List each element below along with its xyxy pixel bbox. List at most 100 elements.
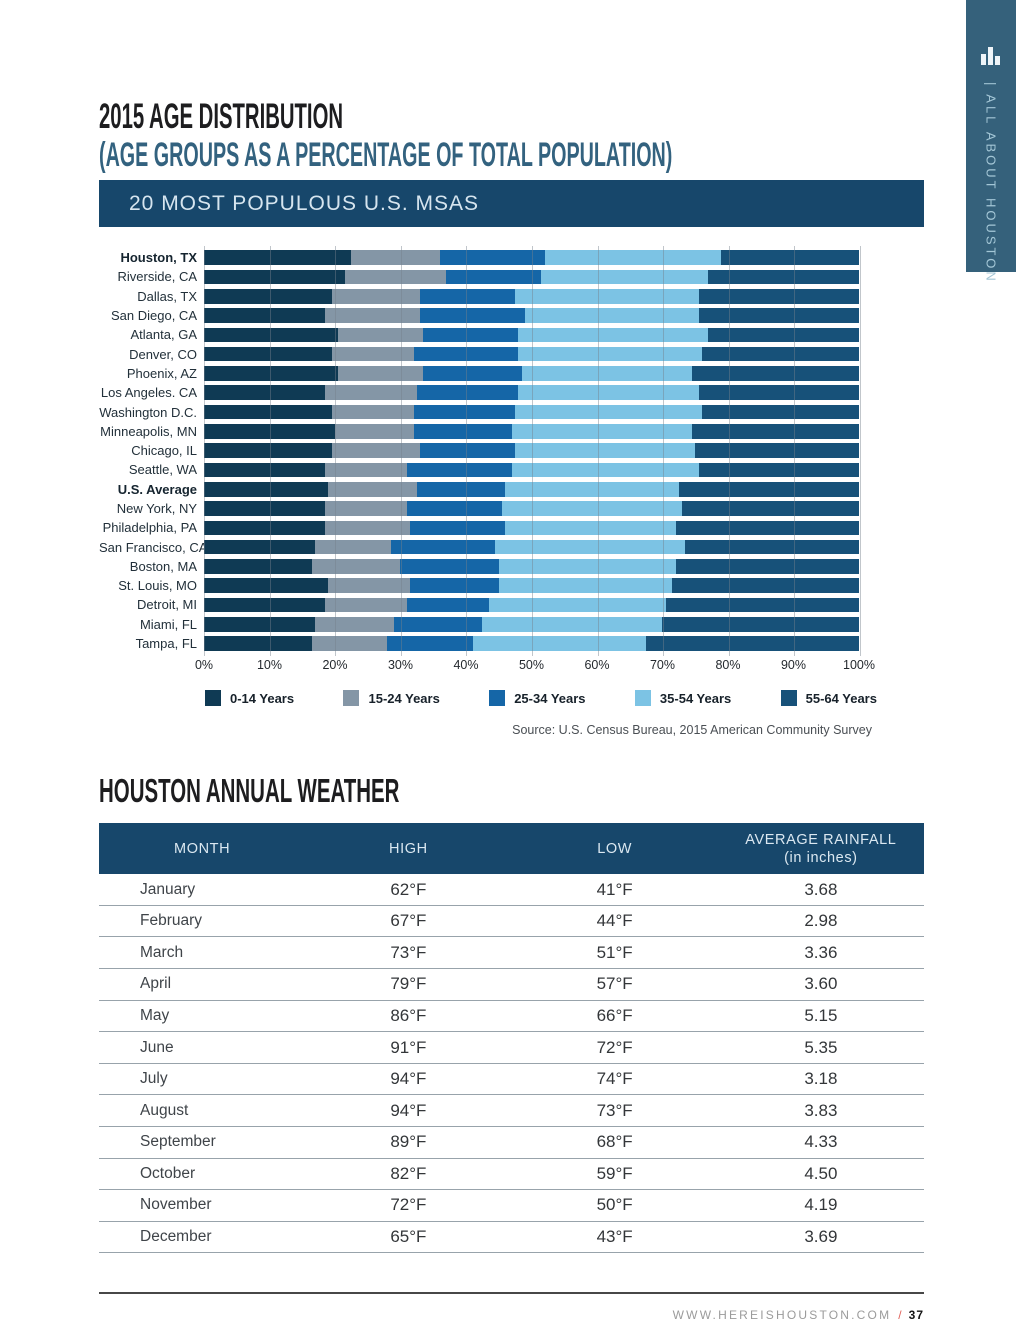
bar-segment <box>204 559 313 574</box>
x-tick-label: 40% <box>453 658 479 673</box>
chart-category-label: San Diego, CA <box>111 308 197 324</box>
bar-segment <box>518 385 699 401</box>
bar-segment <box>721 250 859 265</box>
chart-category-label: Boston, MA <box>129 558 197 574</box>
bar-segment <box>541 269 709 285</box>
rainfall-cell: 3.68 <box>717 874 924 906</box>
low-cell: 57°F <box>511 968 718 1001</box>
month-cell: February <box>99 905 306 938</box>
bar-segment <box>515 404 702 420</box>
bar-segment <box>328 578 411 593</box>
rainfall-cell: 3.83 <box>717 1094 924 1127</box>
bar-segment <box>698 462 859 478</box>
bar-segment <box>502 501 683 516</box>
legend-item: 55-64 Years <box>780 690 877 707</box>
page-title: 2015 AGE DISTRIBUTION (AGE GROUPS AS A P… <box>99 0 673 175</box>
high-cell: 86°F <box>305 1000 512 1033</box>
legend-label: 55-64 Years <box>805 690 877 706</box>
bar-segment <box>393 616 483 632</box>
stacked-bar <box>204 616 859 632</box>
stacked-bar <box>204 539 859 555</box>
weather-row: March 73°F 51°F 3.36 <box>99 936 924 970</box>
stacked-bar <box>204 288 859 304</box>
rainfall-cell: 3.36 <box>717 936 924 970</box>
legend-label: 15-24 Years <box>368 690 440 706</box>
stacked-bar <box>204 520 859 536</box>
stacked-bar <box>204 308 859 323</box>
chart-category-label: Miami, FL <box>139 616 197 632</box>
chart-legend: 0-14 Years 15-24 Years 25-34 Years 35-54 Ye… <box>205 690 877 707</box>
chart-category-label: Denver, CO <box>129 346 197 362</box>
chart-category-label: New York, NY <box>116 501 197 516</box>
bar-segment <box>315 616 394 632</box>
chart-row: New York, NY <box>99 499 924 518</box>
weather-header-row: MONTH HIGH LOW AVERAGE RAINFALL (in inches) <box>99 823 924 875</box>
bar-segment <box>413 346 519 362</box>
bar-segment <box>691 424 859 439</box>
bar-segment <box>416 385 519 401</box>
bar-segment <box>204 462 326 478</box>
bar-segment <box>204 616 316 632</box>
bar-segment <box>708 269 859 285</box>
bar-segment <box>204 269 345 285</box>
chart-category-label: Tampa, FL <box>135 636 197 652</box>
bar-segment <box>204 501 326 516</box>
page-title-line2: (AGE GROUPS AS A PERCENTAGE OF TOTAL POP… <box>99 136 673 174</box>
bar-segment <box>698 288 859 304</box>
bar-segment <box>682 501 859 516</box>
x-tick-label: 20% <box>322 658 348 673</box>
chart-row: Riverside, CA <box>99 267 924 286</box>
bar-segment <box>351 250 440 265</box>
legend-swatch <box>634 690 651 707</box>
weather-row: January 62°F 41°F 3.68 <box>99 874 924 906</box>
chart-category-label: Los Angeles. CA <box>100 385 197 401</box>
low-cell: 44°F <box>511 905 718 938</box>
bar-chart-icon <box>981 47 1000 65</box>
bar-segment <box>331 443 421 458</box>
month-cell: September <box>99 1126 306 1159</box>
bar-segment <box>331 404 414 420</box>
footer-url: WWW.HEREISHOUSTON.COM <box>672 1308 892 1323</box>
month-cell: January <box>99 874 306 906</box>
low-cell: 73°F <box>511 1094 718 1127</box>
bar-segment <box>204 520 326 536</box>
legend-swatch <box>343 690 360 707</box>
stacked-bar <box>204 269 859 285</box>
legend-swatch <box>489 690 506 707</box>
x-tick-label: 0% <box>194 658 214 673</box>
bar-segment <box>325 462 408 478</box>
weather-column-header: HIGH <box>305 823 512 875</box>
chart-source: Source: U.S. Census Bureau, 2015 America… <box>512 723 872 738</box>
bar-segment <box>423 327 519 343</box>
bar-segment <box>312 636 388 651</box>
bar-segment <box>665 597 859 613</box>
bar-segment <box>416 481 506 497</box>
rainfall-cell: 5.15 <box>717 1000 924 1033</box>
x-tick-label: 50% <box>518 658 545 673</box>
legend-item: 35-54 Years <box>634 690 731 707</box>
month-cell: June <box>99 1031 306 1064</box>
month-cell: October <box>99 1158 306 1191</box>
bar-segment <box>390 539 496 555</box>
high-cell: 91°F <box>305 1031 512 1064</box>
bar-segment <box>701 346 859 362</box>
high-cell: 89°F <box>305 1126 512 1159</box>
bar-segment <box>505 520 676 536</box>
footer-rule <box>99 1292 924 1295</box>
weather-column-header: AVERAGE RAINFALL (in inches) <box>717 823 924 875</box>
high-cell: 94°F <box>305 1094 512 1127</box>
chart-category-label: St. Louis, MO <box>118 578 197 594</box>
bar-segment <box>698 385 859 401</box>
stacked-bar <box>204 385 859 401</box>
chart-category-label: Dallas, TX <box>137 288 197 304</box>
chart-category-label: Chicago, IL <box>131 443 197 459</box>
rainfall-cell: 4.33 <box>717 1126 924 1159</box>
bar-segment <box>204 597 326 613</box>
stacked-bar <box>204 636 859 651</box>
bar-segment <box>344 269 447 285</box>
month-cell: August <box>99 1094 306 1127</box>
x-axis: 0% 10% 20% 30% 40% 50% 60% 70% 80% 90% 100% <box>195 656 875 674</box>
page-title-line1: 2015 AGE DISTRIBUTION <box>99 97 344 136</box>
high-cell: 79°F <box>305 968 512 1001</box>
stacked-bar <box>204 559 859 574</box>
